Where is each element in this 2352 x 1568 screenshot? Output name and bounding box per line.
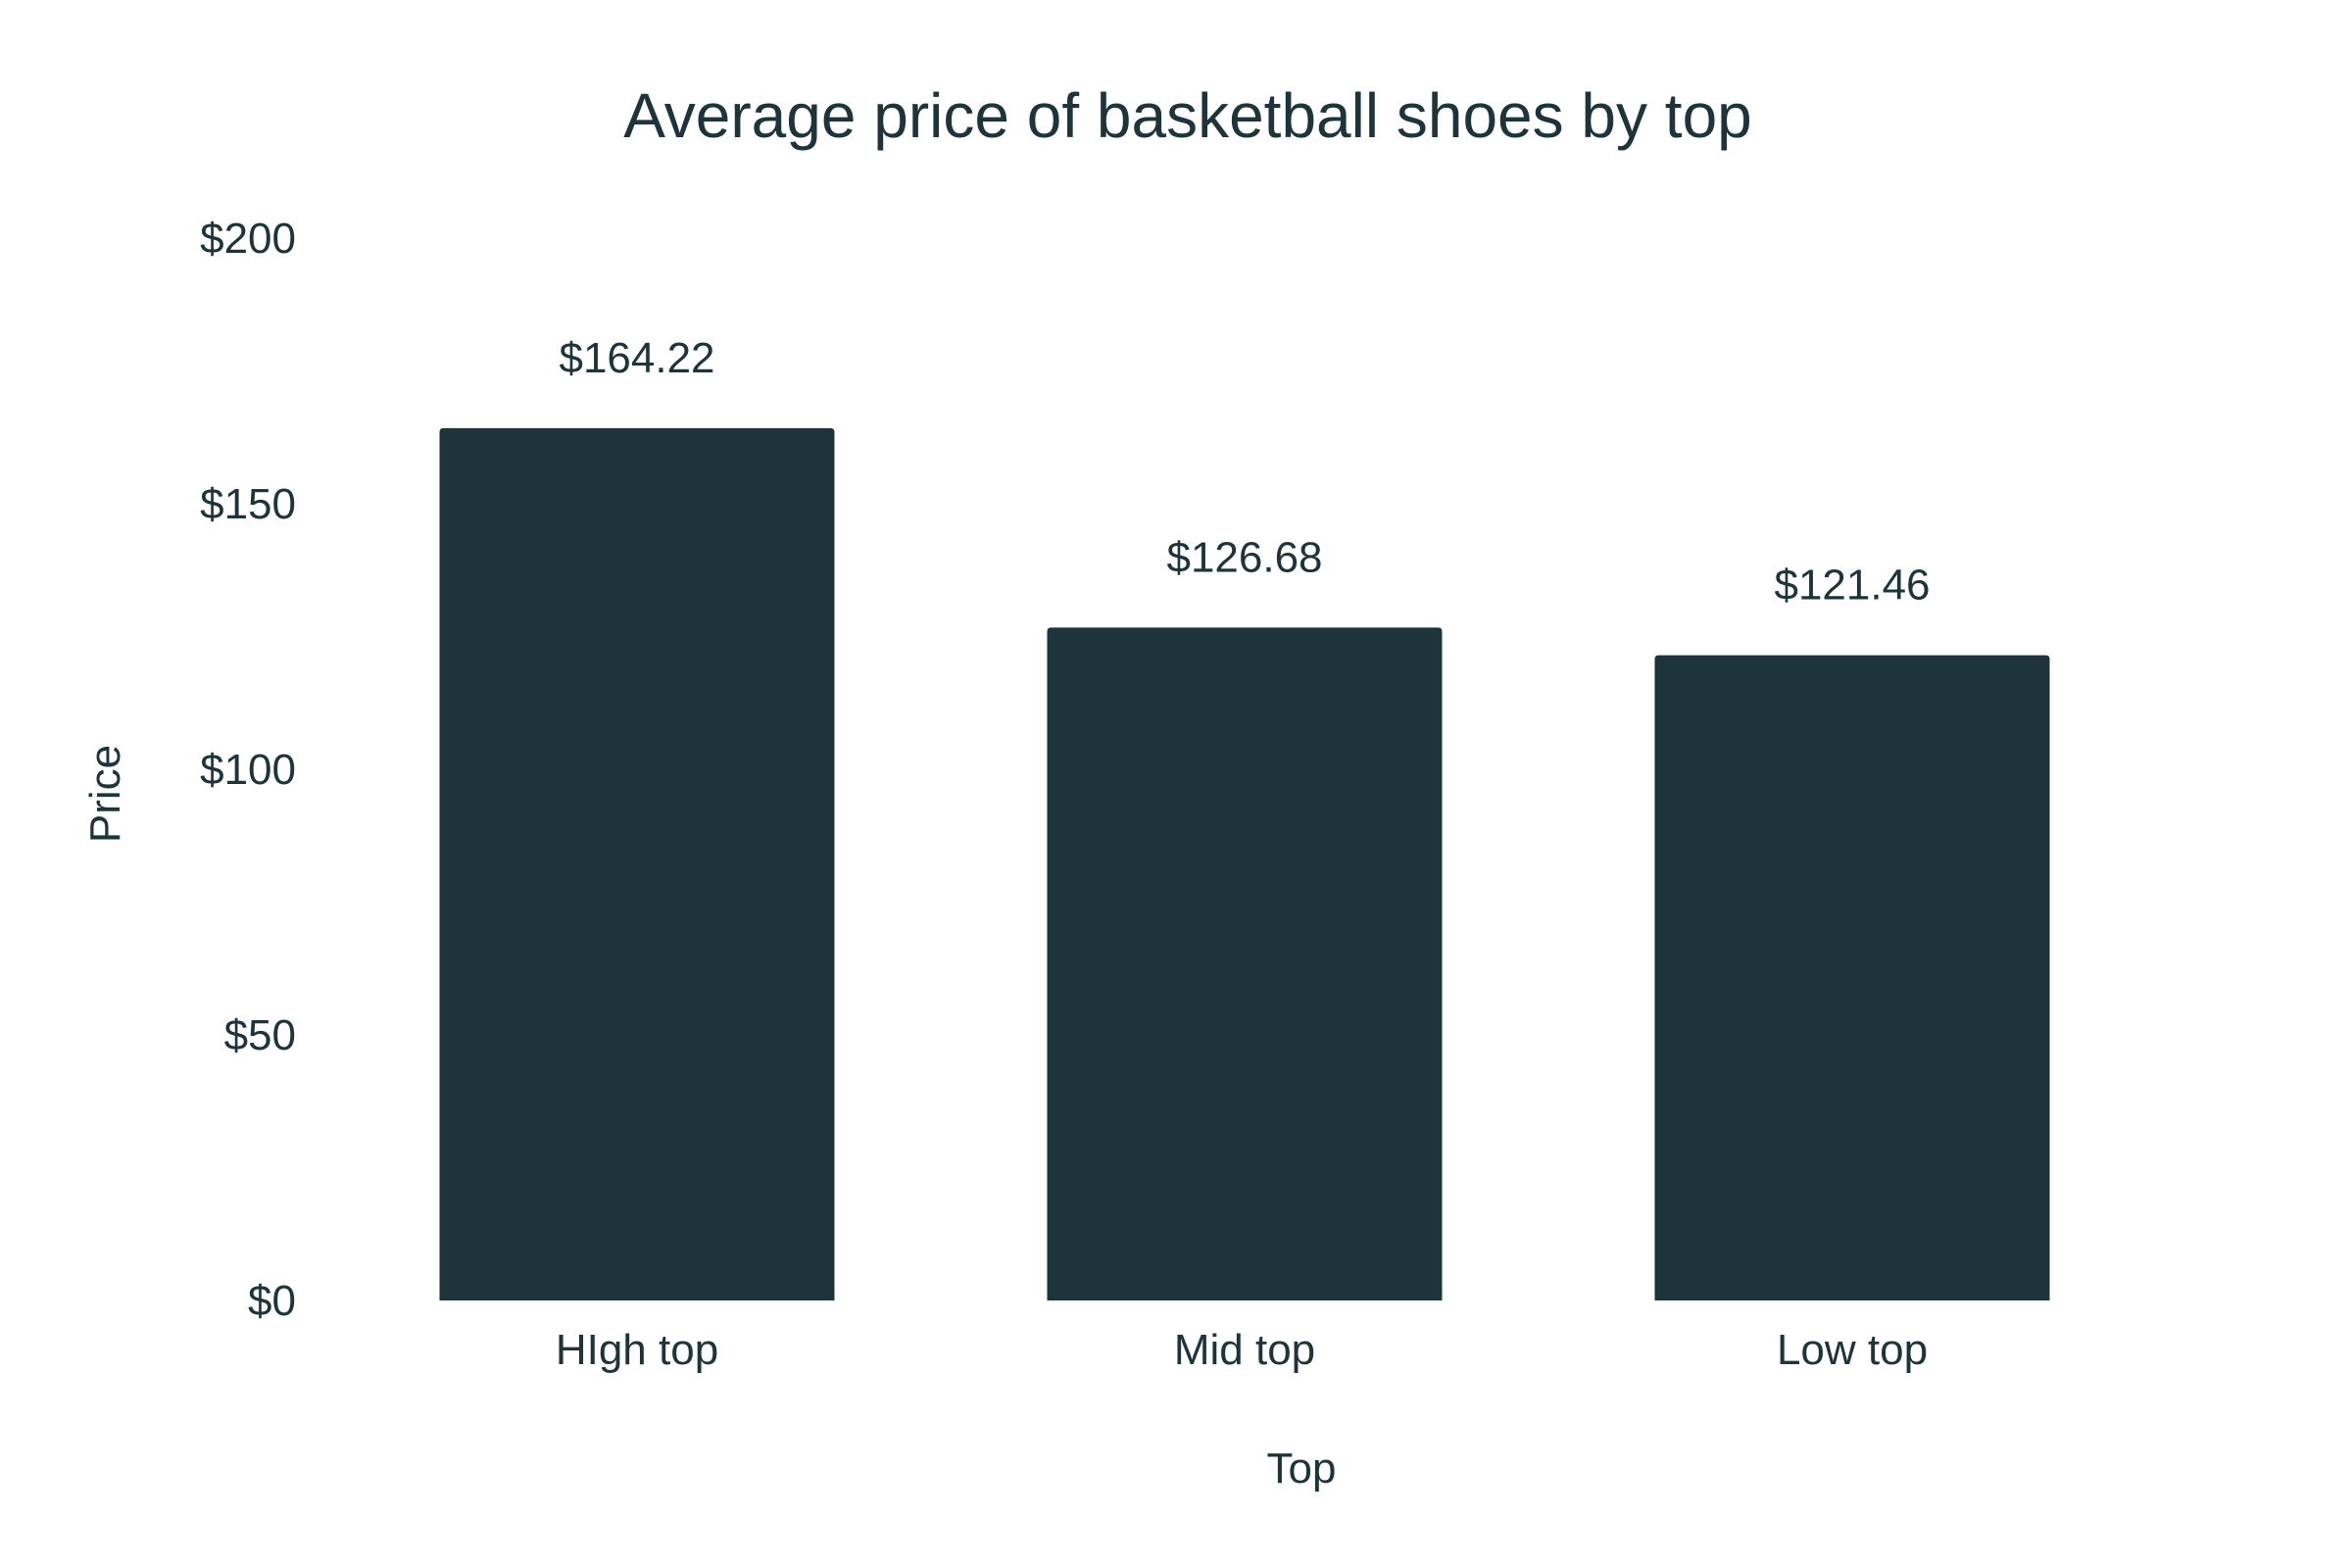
y-tick-label: $0 xyxy=(248,1277,296,1325)
chart-title: Average price of basketball shoes by top xyxy=(623,80,1752,151)
x-tick-label: HIgh top xyxy=(556,1326,718,1374)
x-axis-title: Top xyxy=(1267,1445,1337,1493)
bars xyxy=(439,427,2050,1300)
y-axis-ticks: $0 $50 $100 $150 $200 xyxy=(200,215,296,1325)
data-labels: $164.22 $126.68 $121.46 xyxy=(559,334,1930,610)
x-axis-ticks: HIgh top Mid top Low top xyxy=(556,1326,1928,1374)
x-tick-label: Mid top xyxy=(1174,1326,1315,1374)
y-axis-title: Price xyxy=(81,745,129,843)
bar-value-label: $121.46 xyxy=(1774,562,1930,610)
y-tick-label: $100 xyxy=(200,746,296,794)
bar xyxy=(1654,655,2050,1300)
y-tick-label: $200 xyxy=(200,215,296,263)
x-tick-label: Low top xyxy=(1777,1326,1928,1374)
bar-value-label: $164.22 xyxy=(559,334,714,382)
bar-value-label: $126.68 xyxy=(1166,533,1322,581)
bar xyxy=(1047,627,1443,1300)
y-tick-label: $50 xyxy=(224,1011,296,1059)
bar xyxy=(439,427,835,1300)
y-tick-label: $150 xyxy=(200,480,296,528)
